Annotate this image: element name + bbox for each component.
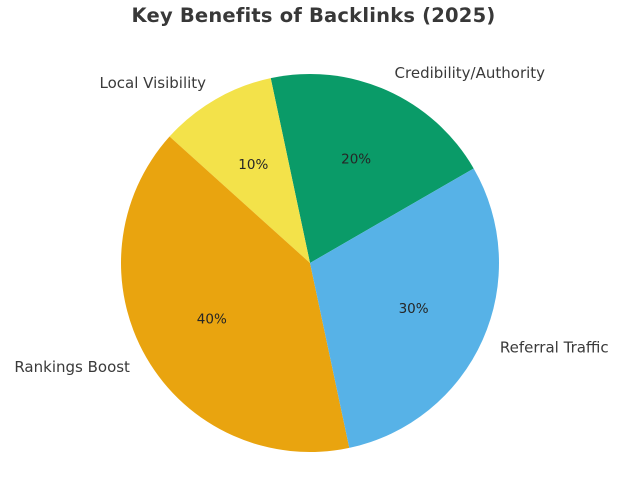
percent-label-referral-traffic: 30% bbox=[399, 301, 429, 317]
category-label-credibility-authority: Credibility/Authority bbox=[395, 64, 546, 82]
percent-label-local-visibility: 10% bbox=[238, 157, 268, 173]
pie-slice-rankings-boost bbox=[120, 136, 350, 453]
category-label-rankings-boost: Rankings Boost bbox=[14, 358, 130, 376]
percent-label-credibility-authority: 20% bbox=[341, 151, 371, 167]
pie-slice-credibility-authority bbox=[270, 74, 474, 264]
pie-slice-referral-traffic bbox=[310, 168, 500, 448]
category-label-referral-traffic: Referral Traffic bbox=[500, 339, 609, 357]
percent-label-rankings-boost: 40% bbox=[197, 312, 227, 328]
chart-title: Key Benefits of Backlinks (2025) bbox=[131, 4, 496, 27]
pie-slice-local-visibility bbox=[169, 78, 310, 264]
category-label-local-visibility: Local Visibility bbox=[100, 74, 207, 92]
